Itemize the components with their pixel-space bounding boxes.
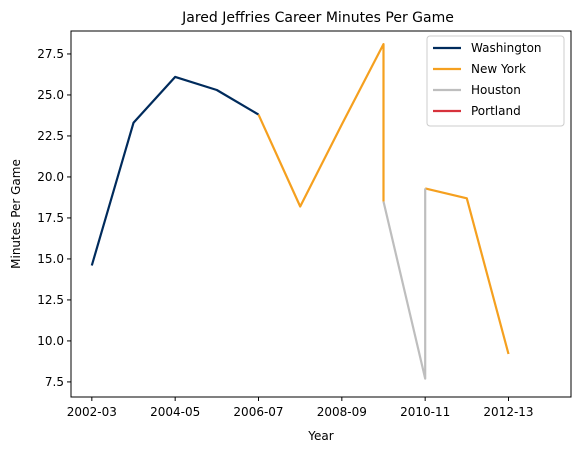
legend-box [426,35,565,127]
legend-label-new-york: New York [471,62,526,76]
legend: Washington New York Houston Portland [426,35,565,127]
legend-items: Washington New York Houston Portland [433,41,542,118]
y-axis-label: Minutes Per Game [9,159,23,269]
chart-title: Jared Jeffries Career Minutes Per Game [181,10,454,26]
y-tick-label: 15.0 [37,252,64,266]
plot-frame [70,30,572,398]
y-tick-label: 22.5 [37,129,64,143]
y-tick-label: 17.5 [37,211,64,225]
legend-label-portland: Portland [471,104,521,118]
x-tick-label: 2006-07 [233,405,283,419]
legend-label-houston: Houston [471,83,521,97]
y-tick-label: 12.5 [37,293,64,307]
x-axis-ticks: 2002-03 2004-05 2006-07 2008-09 2010-11 2012-… [67,397,534,419]
y-tick-label: 10.0 [37,334,64,348]
y-tick-label: 20.0 [37,170,64,184]
series-line-new-york-1 [257,42,385,208]
y-tick-label: 25.0 [37,88,64,102]
x-tick-label: 2004-05 [150,405,200,419]
y-tick-label: 7.5 [45,375,64,389]
legend-label-washington: Washington [471,41,542,55]
x-tick-label: 2010-11 [400,405,450,419]
y-tick-label: 27.5 [37,47,64,61]
series-line-new-york-2 [424,187,510,355]
y-axis-ticks: 7.5 10.0 12.5 15.0 17.5 20.0 22.5 25.0 27.5 [37,47,71,389]
x-tick-label: 2002-03 [67,405,117,419]
x-axis-label: Year [307,429,333,443]
series-layer [90,42,510,380]
series-line-houston-1 [382,188,427,380]
x-tick-label: 2008-09 [317,405,367,419]
series-line-washington-1 [90,75,260,266]
x-tick-label: 2012-13 [483,405,533,419]
